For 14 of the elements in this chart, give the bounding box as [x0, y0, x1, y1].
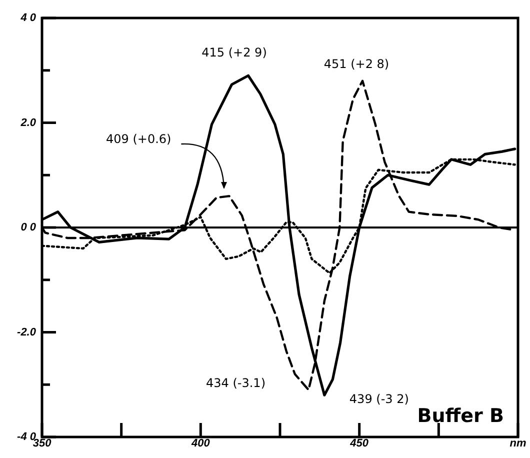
y-tick-label: 4 0 — [20, 12, 37, 24]
annotation: 451 (+2 8) — [324, 56, 390, 71]
y-tick-label: -2.0 — [17, 326, 37, 338]
annotation: 434 (-3.1) — [206, 376, 266, 390]
annotation: 439 (-3 2) — [349, 392, 409, 406]
x-tick-label: 400 — [190, 438, 211, 450]
annotation: 409 (+0.6) — [106, 132, 172, 146]
y-tick-label: 0 0 — [20, 222, 37, 234]
y-tick-label: 2.0 — [20, 116, 37, 129]
x-tick-label: 450 — [349, 438, 370, 450]
x-tick-label: 350 — [32, 438, 52, 450]
x-tick-label: nm — [510, 438, 526, 450]
annotation: Buffer B — [417, 404, 504, 427]
annotation: 415 (+2 9) — [202, 46, 267, 60]
